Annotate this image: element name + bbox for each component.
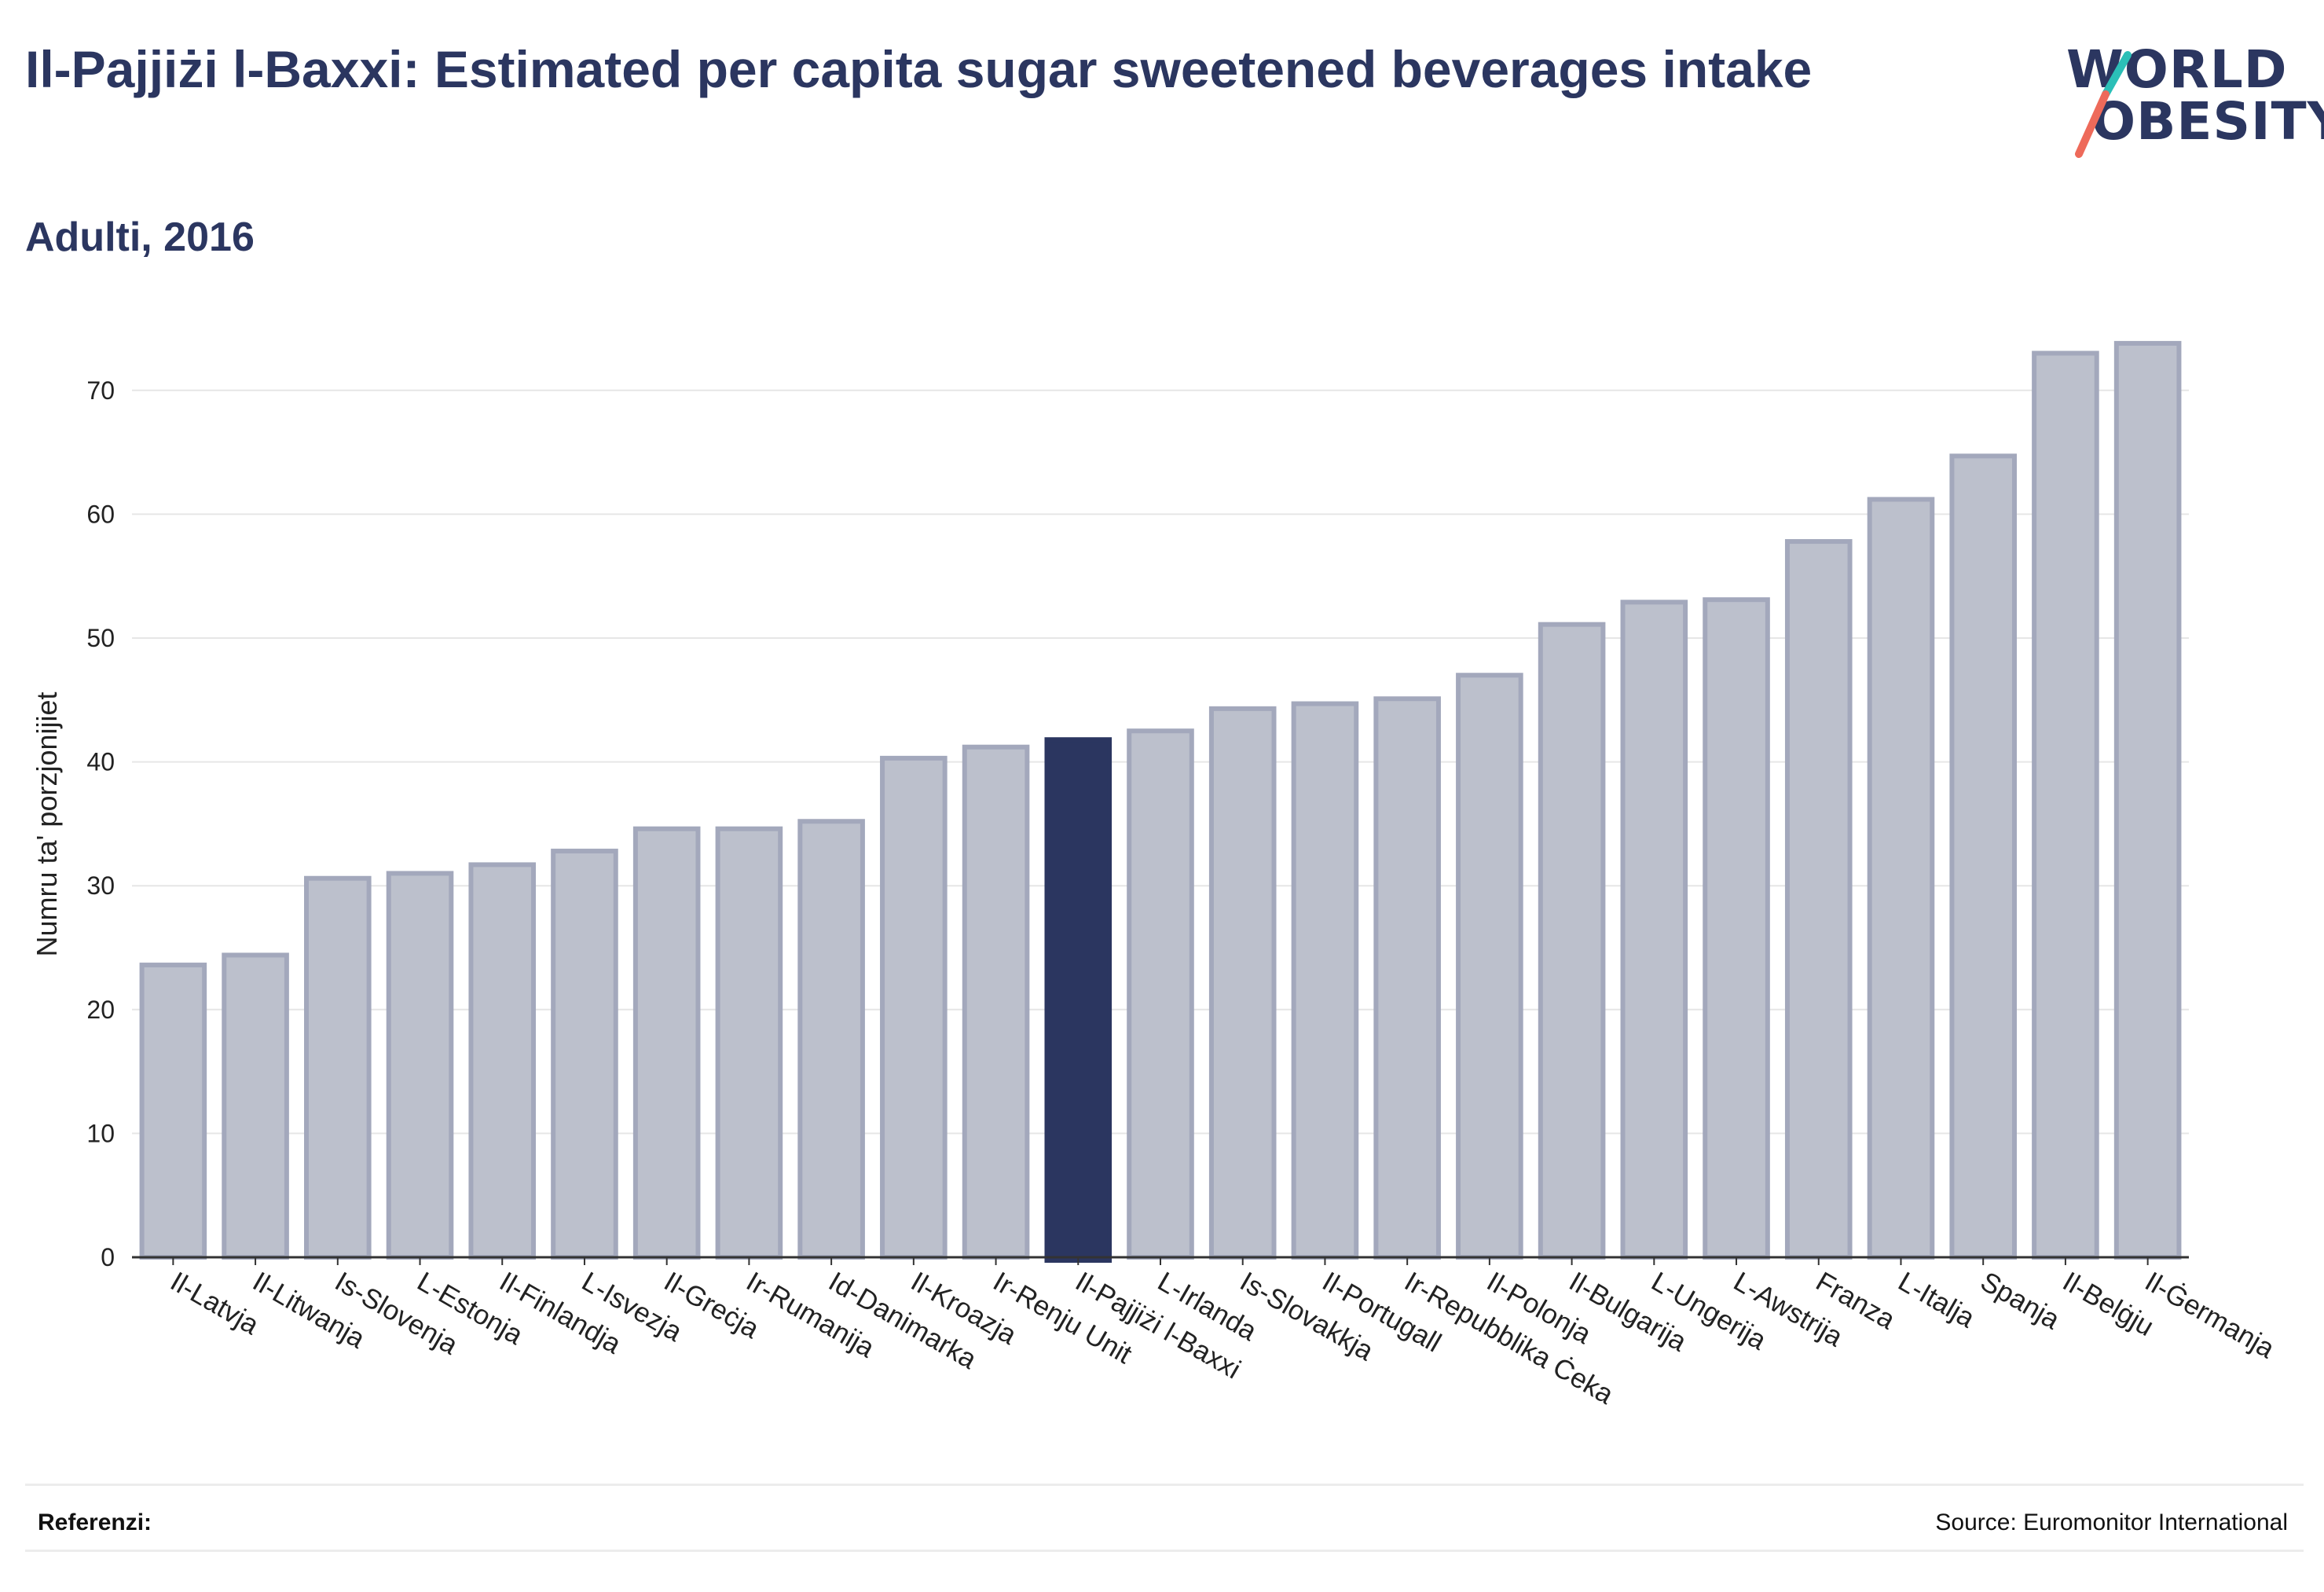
bar (1620, 600, 1688, 1260)
bar (1208, 706, 1277, 1260)
bar (1456, 673, 1523, 1260)
y-tick-label: 40 (86, 748, 115, 776)
x-tick-label: Il-Ġermanja (2140, 1266, 2280, 1364)
bar (797, 819, 865, 1260)
y-axis-label: Numru ta' porzjonijiet (31, 691, 63, 956)
bar (962, 744, 1030, 1260)
bar (304, 875, 372, 1260)
bar-chart: 0 10 20 30 40 50 60 70 Numru ta' porzjonijiet Il-… (31, 340, 2280, 1410)
bar (1784, 539, 1853, 1260)
y-tick-label: 0 (101, 1243, 115, 1271)
bar (1373, 696, 1441, 1260)
chart-title: Il-Pajjiżi l-Baxxi: Estimated per capita… (25, 40, 1813, 98)
source-text: Source: Euromonitor International (1935, 1509, 2288, 1535)
bar (632, 826, 701, 1260)
bar (1703, 597, 1770, 1260)
references-label: Referenzi: (38, 1509, 152, 1535)
y-tick-label: 20 (86, 996, 115, 1024)
x-tick-label: Spanja (1975, 1266, 2065, 1336)
x-tick-label: L-Italja (1893, 1266, 1980, 1334)
chart-subtitle: Adulti, 2016 (25, 215, 255, 260)
bar (1127, 728, 1194, 1260)
world-obesity-logo: WORLD OBESITY (2058, 24, 2324, 165)
bar (468, 862, 537, 1260)
footer-divider-bottom (25, 1550, 2304, 1552)
bar (880, 755, 948, 1260)
bar (139, 963, 207, 1260)
y-tick-label: 70 (86, 376, 115, 405)
bar (386, 871, 454, 1260)
bar (1538, 622, 1606, 1260)
bar (1867, 497, 1935, 1260)
logo-text-obesity: OBESITY (2091, 91, 2324, 152)
bar (1949, 453, 2017, 1260)
logo-text-world: WORLD (2066, 39, 2288, 100)
y-tick-label: 30 (86, 871, 115, 900)
bar (2113, 340, 2182, 1260)
x-tick-label: Il-Latvja (165, 1266, 264, 1341)
bar (715, 826, 783, 1260)
y-tick-label: 50 (86, 624, 115, 652)
footer-divider-top (25, 1484, 2304, 1486)
y-tick-label: 10 (86, 1119, 115, 1147)
logo-slash-icon (2075, 51, 2132, 158)
y-tick-label: 60 (86, 500, 115, 528)
bar (551, 849, 618, 1260)
bar (1044, 737, 1113, 1263)
bar (1291, 701, 1359, 1260)
bar (2032, 350, 2099, 1260)
bar (222, 952, 289, 1260)
x-tick-label: Il-Belġju (2058, 1266, 2159, 1342)
